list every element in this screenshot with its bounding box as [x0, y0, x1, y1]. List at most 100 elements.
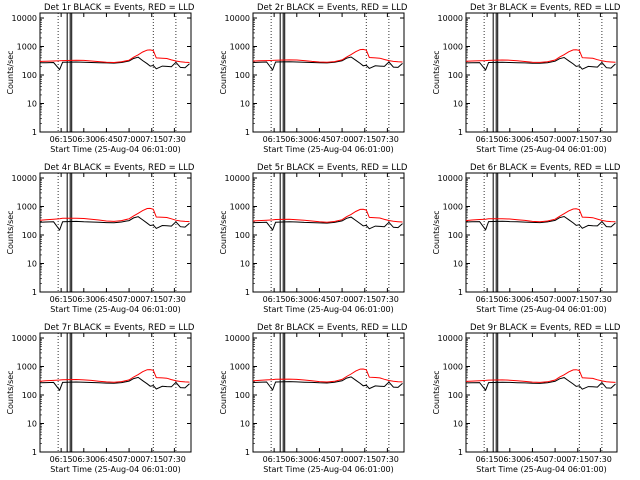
chart-title: Det 1r BLACK = Events, RED = LLD — [44, 3, 195, 13]
y-tick-label: 1 — [245, 288, 250, 297]
x-tick-label: 06:15 — [50, 455, 73, 464]
y-tick-label: 10000 — [12, 174, 37, 183]
x-tick-label: 07:00 — [331, 295, 354, 304]
x-tick-label: 07:30 — [163, 135, 186, 144]
y-axis-label: Counts/sec — [219, 370, 228, 414]
y-tick-label: 1000 — [443, 43, 463, 52]
y-tick-label: 10000 — [225, 14, 250, 23]
series-line-lld — [39, 49, 190, 64]
y-tick-label: 100 — [22, 391, 37, 400]
series-line-events — [252, 216, 403, 232]
y-tick-label: 1 — [245, 448, 250, 457]
x-tick-label: 06:30 — [498, 455, 521, 464]
x-tick-label: 07:15 — [140, 455, 163, 464]
series-line-events — [465, 215, 616, 231]
x-tick-label: 06:30 — [72, 295, 95, 304]
x-tick-label: 07:30 — [376, 135, 399, 144]
y-tick-label: 1 — [245, 128, 250, 137]
x-tick-label: 07:00 — [118, 295, 141, 304]
x-tick-label: 06:15 — [476, 455, 499, 464]
x-tick-label: 07:00 — [331, 455, 354, 464]
y-tick-label: 1 — [458, 448, 463, 457]
x-axis-label: Start Time (25-Aug-04 06:01:00) — [476, 145, 607, 154]
x-tick-label: 06:15 — [476, 135, 499, 144]
x-tick-label: 07:00 — [544, 455, 567, 464]
x-tick-label: 07:30 — [376, 455, 399, 464]
x-tick-label: 06:30 — [285, 455, 308, 464]
chart-panel-1: Det 1r BLACK = Events, RED = LLD 1 10 100 10… — [6, 3, 195, 154]
x-tick-label: 06:30 — [285, 135, 308, 144]
x-tick-label: 07:15 — [353, 135, 376, 144]
x-axis-label: Start Time (25-Aug-04 06:01:00) — [476, 465, 607, 474]
y-tick-label: 10000 — [438, 14, 463, 23]
y-axis-label: Counts/sec — [432, 370, 441, 414]
x-tick-label: 06:45 — [308, 295, 331, 304]
x-tick-label: 06:30 — [285, 295, 308, 304]
x-tick-label: 06:45 — [95, 455, 118, 464]
chart-panel-3: Det 3r BLACK = Events, RED = LLD 1 10 100 10… — [432, 3, 621, 154]
x-axis-label: Start Time (25-Aug-04 06:01:00) — [50, 305, 181, 314]
plot-frame — [252, 12, 405, 133]
x-tick-label: 07:15 — [566, 455, 589, 464]
x-tick-label: 07:15 — [353, 455, 376, 464]
series-line-lld — [39, 369, 190, 383]
x-tick-label: 07:15 — [140, 135, 163, 144]
series-line-lld — [252, 48, 403, 63]
y-tick-label: 100 — [235, 391, 250, 400]
y-tick-label: 10000 — [225, 174, 250, 183]
chart-panel-5: Det 5r BLACK = Events, RED = LLD 1 10 100 10… — [219, 163, 408, 314]
series-line-events — [39, 376, 190, 392]
y-tick-label: 10000 — [438, 174, 463, 183]
y-axis-label: Counts/sec — [219, 50, 228, 94]
chart-title: Det 8r BLACK = Events, RED = LLD — [257, 323, 408, 333]
y-axis-label: Counts/sec — [6, 50, 15, 94]
x-tick-label: 06:15 — [263, 295, 286, 304]
x-axis-label: Start Time (25-Aug-04 06:01:00) — [50, 465, 181, 474]
x-axis-label: Start Time (25-Aug-04 06:01:00) — [50, 145, 181, 154]
x-tick-label: 07:15 — [140, 295, 163, 304]
x-axis-label: Start Time (25-Aug-04 06:01:00) — [263, 465, 394, 474]
y-tick-label: 1000 — [17, 203, 37, 212]
y-tick-label: 10000 — [12, 334, 37, 343]
series-line-lld — [465, 369, 616, 383]
plot-frame — [465, 172, 618, 293]
y-tick-label: 1 — [458, 128, 463, 137]
y-tick-label: 1000 — [17, 363, 37, 372]
series-line-lld — [252, 368, 403, 383]
y-tick-label: 1 — [458, 288, 463, 297]
chart-title: Det 7r BLACK = Events, RED = LLD — [44, 323, 195, 333]
y-tick-label: 100 — [235, 71, 250, 80]
chart-panel-4: Det 4r BLACK = Events, RED = LLD 1 10 100 10… — [6, 163, 195, 314]
x-tick-label: 07:00 — [118, 455, 141, 464]
x-tick-label: 06:45 — [521, 295, 544, 304]
plot-frame — [465, 12, 618, 133]
series-line-events — [252, 376, 403, 392]
x-tick-label: 07:30 — [589, 455, 612, 464]
series-line-lld — [465, 208, 616, 223]
x-tick-label: 07:00 — [544, 135, 567, 144]
chart-panel-9: Det 9r BLACK = Events, RED = LLD 1 10 100 10… — [432, 323, 621, 474]
x-tick-label: 07:30 — [163, 455, 186, 464]
y-tick-label: 10 — [453, 260, 463, 269]
chart-panel-7: Det 7r BLACK = Events, RED = LLD 1 10 100 10… — [6, 323, 195, 474]
series-line-lld — [252, 208, 403, 223]
chart-panel-2: Det 2r BLACK = Events, RED = LLD 1 10 100 10… — [219, 3, 408, 154]
y-tick-label: 10000 — [12, 14, 37, 23]
x-tick-label: 06:15 — [50, 135, 73, 144]
chart-title: Det 9r BLACK = Events, RED = LLD — [470, 323, 621, 333]
plot-frame — [465, 332, 618, 453]
y-tick-label: 100 — [448, 231, 463, 240]
chart-title: Det 2r BLACK = Events, RED = LLD — [257, 3, 408, 13]
y-tick-label: 100 — [235, 231, 250, 240]
x-tick-label: 06:15 — [263, 455, 286, 464]
y-tick-label: 1 — [32, 288, 37, 297]
y-tick-label: 100 — [22, 231, 37, 240]
y-axis-label: Counts/sec — [432, 50, 441, 94]
y-axis-label: Counts/sec — [6, 210, 15, 254]
y-tick-label: 100 — [448, 391, 463, 400]
y-axis-label: Counts/sec — [6, 370, 15, 414]
y-tick-label: 1000 — [443, 363, 463, 372]
series-line-lld — [39, 207, 190, 223]
